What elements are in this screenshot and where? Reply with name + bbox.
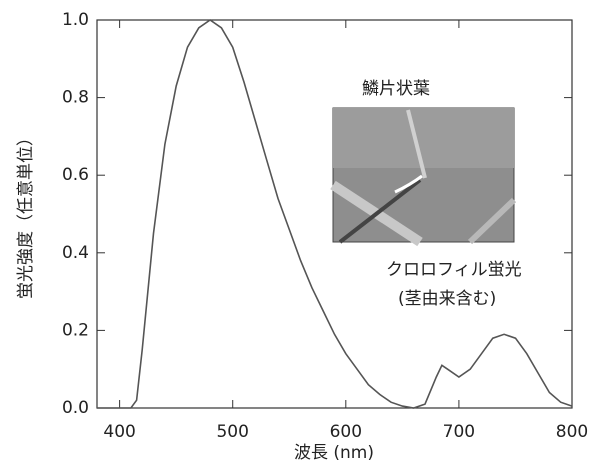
x-tick-label: 600: [330, 422, 362, 442]
chart: 鱗片状葉 クロロフィル蛍光 (茎由来含む) 波長 (nm) 蛍光強度（任意単位）…: [0, 0, 594, 466]
x-tick-label: 500: [216, 422, 248, 442]
y-tick-label: 0.8: [62, 88, 89, 108]
annotation: 鱗片状葉: [362, 79, 430, 99]
y-tick-label: 0.4: [62, 243, 89, 263]
annotation: クロロフィル蛍光: [386, 260, 522, 280]
inset-photo: [333, 108, 514, 242]
y-tick-label: 0.0: [62, 398, 89, 418]
x-axis-title: 波長 (nm): [294, 443, 374, 463]
x-tick-label: 700: [443, 422, 475, 442]
y-tick-label: 0.2: [62, 320, 89, 340]
page: {"chart_data": {"type": "line", "xlabel"…: [0, 0, 594, 466]
y-tick-label: 0.6: [62, 165, 89, 185]
annotation: (茎由来含む): [398, 289, 496, 309]
y-axis-title: 蛍光強度（任意単位）: [16, 129, 36, 299]
x-tick-label: 400: [103, 422, 135, 442]
y-tick-label: 1.0: [62, 10, 89, 30]
x-tick-label: 800: [556, 422, 588, 442]
